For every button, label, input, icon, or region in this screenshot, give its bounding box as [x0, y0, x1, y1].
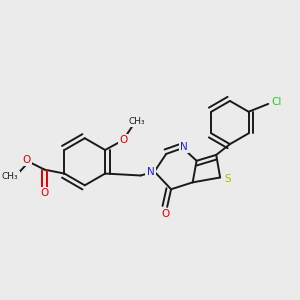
Text: CH₃: CH₃	[2, 172, 19, 181]
Text: Cl: Cl	[271, 97, 281, 107]
Text: S: S	[225, 174, 231, 184]
Text: O: O	[23, 155, 31, 165]
Text: O: O	[119, 135, 127, 145]
Text: N: N	[147, 167, 154, 177]
Text: O: O	[161, 209, 169, 219]
Text: CH₃: CH₃	[128, 117, 145, 126]
Text: O: O	[40, 188, 49, 198]
Text: N: N	[180, 142, 188, 152]
